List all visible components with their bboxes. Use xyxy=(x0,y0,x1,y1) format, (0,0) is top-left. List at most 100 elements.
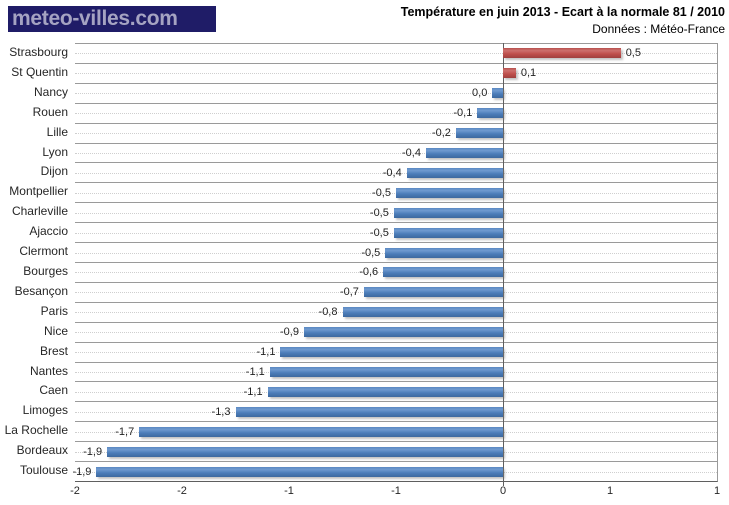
bar xyxy=(235,406,503,417)
value-label: -0,1 xyxy=(453,107,473,120)
value-label: -0,8 xyxy=(318,306,338,319)
bar-row: -0,5 xyxy=(75,202,717,222)
bar-row: -0,5 xyxy=(75,222,717,242)
category-label: Clermont xyxy=(19,244,68,259)
bar-row: -0,1 xyxy=(75,102,717,123)
value-label: -1,1 xyxy=(256,346,276,359)
category-label: Strasbourg xyxy=(9,45,68,59)
value-label: -1,1 xyxy=(243,385,263,398)
value-label: -0,5 xyxy=(372,186,391,199)
bar-row: 0,5 xyxy=(75,43,717,63)
bar xyxy=(107,446,503,457)
value-label: -1,9 xyxy=(72,465,92,478)
category-label: Caen xyxy=(39,383,68,398)
bar xyxy=(363,287,503,298)
bar-row: -0,2 xyxy=(75,122,717,143)
bar-row: -1,1 xyxy=(75,381,717,401)
value-label: -1,1 xyxy=(245,365,265,378)
bar-row: -0,4 xyxy=(75,142,717,163)
bar-row: -1,9 xyxy=(72,461,717,481)
category-label: Paris xyxy=(40,303,68,318)
category-label: Bordeaux xyxy=(16,443,68,458)
chart-title: Température en juin 2013 - Ecart à la no… xyxy=(400,5,725,19)
axis-tick-label: 1 xyxy=(606,485,614,497)
axis-tick-label: -1 xyxy=(284,485,294,497)
bar-row: -0,7 xyxy=(75,281,717,302)
bar xyxy=(342,307,503,318)
axis-tick-label: -1 xyxy=(391,485,401,497)
category-labels: Strasbourg St Quentin Nancy Rouen Lille Lyon D… xyxy=(0,43,70,481)
plot-area: 0,5 0,1 0,0 -0,1 -0,2 -0,4 -0,4 -0,5 -0,5 -0,5 -0,… xyxy=(72,43,718,482)
value-label: 0,1 xyxy=(520,67,537,80)
value-label: -0,2 xyxy=(431,127,451,140)
bar-row: -0,8 xyxy=(75,301,717,322)
bar xyxy=(477,108,503,119)
category-label: Nancy xyxy=(33,84,68,99)
minor-gridline xyxy=(75,172,717,174)
meteo-villes-logo: meteo-villes.com xyxy=(8,6,216,32)
minor-gridline xyxy=(75,93,717,95)
bar xyxy=(425,147,503,158)
category-label: Lille xyxy=(46,124,68,139)
minor-gridline xyxy=(75,73,717,75)
bar xyxy=(303,327,503,338)
bar xyxy=(406,167,503,178)
bar xyxy=(503,68,516,79)
value-label: -0,5 xyxy=(369,206,389,219)
category-label: Bourges xyxy=(23,264,68,278)
bar-row: -1,3 xyxy=(75,401,717,421)
value-label: -1,9 xyxy=(83,445,103,458)
minor-gridline xyxy=(75,53,717,55)
bar xyxy=(503,48,621,59)
category-label: Ajaccio xyxy=(29,224,68,239)
bar-row: -0,9 xyxy=(75,321,717,342)
category-label: Rouen xyxy=(32,104,68,119)
bar-row: -0,4 xyxy=(75,162,717,182)
bar xyxy=(96,466,503,477)
minor-gridline xyxy=(75,152,717,154)
logo-text: meteo-villes.com xyxy=(12,7,178,30)
value-label: -0,7 xyxy=(339,286,359,299)
chart-title-block: Température en juin 2013 - Ecart à la no… xyxy=(401,5,725,37)
bar-row: -0,5 xyxy=(75,242,717,262)
value-label: -0,9 xyxy=(280,326,299,339)
value-label: -1,3 xyxy=(211,405,231,418)
minor-gridline xyxy=(75,113,717,115)
category-label: Brest xyxy=(39,343,68,358)
bar xyxy=(385,247,503,258)
category-label: Lyon xyxy=(42,144,68,159)
category-label: Dijon xyxy=(40,164,68,179)
value-label: -0,6 xyxy=(359,266,379,279)
category-label: Besançon xyxy=(14,283,68,298)
bar-row: -1,1 xyxy=(75,361,717,382)
bar-row: -1,1 xyxy=(75,341,717,362)
axis-tick-label: 0 xyxy=(499,485,507,497)
chart-subtitle: Données : Météo-France xyxy=(592,21,725,36)
category-label: Nantes xyxy=(29,363,68,378)
value-label: -0,4 xyxy=(382,166,402,179)
axis-tick-label: -2 xyxy=(177,485,187,497)
bar xyxy=(269,366,503,377)
category-label: La Rochelle xyxy=(4,423,68,438)
value-label: -0,5 xyxy=(361,246,381,259)
bar-row: -1,9 xyxy=(75,441,717,461)
bar xyxy=(139,426,503,437)
bar-row: -1,7 xyxy=(75,421,717,441)
value-label: -0,5 xyxy=(369,226,389,239)
bar-row: -0,5 xyxy=(75,182,717,202)
category-label: St Quentin xyxy=(11,64,68,79)
category-label: Toulouse xyxy=(19,463,68,478)
value-label: 0,0 xyxy=(472,87,488,100)
bar xyxy=(396,187,503,198)
bar xyxy=(492,88,503,99)
minor-gridline xyxy=(75,133,717,135)
zero-axis-line xyxy=(503,43,504,486)
bar xyxy=(383,267,503,278)
value-label: -0,4 xyxy=(402,146,421,159)
axis-tick-label: -2 xyxy=(70,485,80,497)
bar-row: 0,1 xyxy=(75,62,717,83)
value-label: 0,5 xyxy=(625,47,641,60)
x-axis-ticks: -2 -2 -1 -1 0 1 1 xyxy=(70,485,720,501)
category-label: Nice xyxy=(43,323,68,338)
